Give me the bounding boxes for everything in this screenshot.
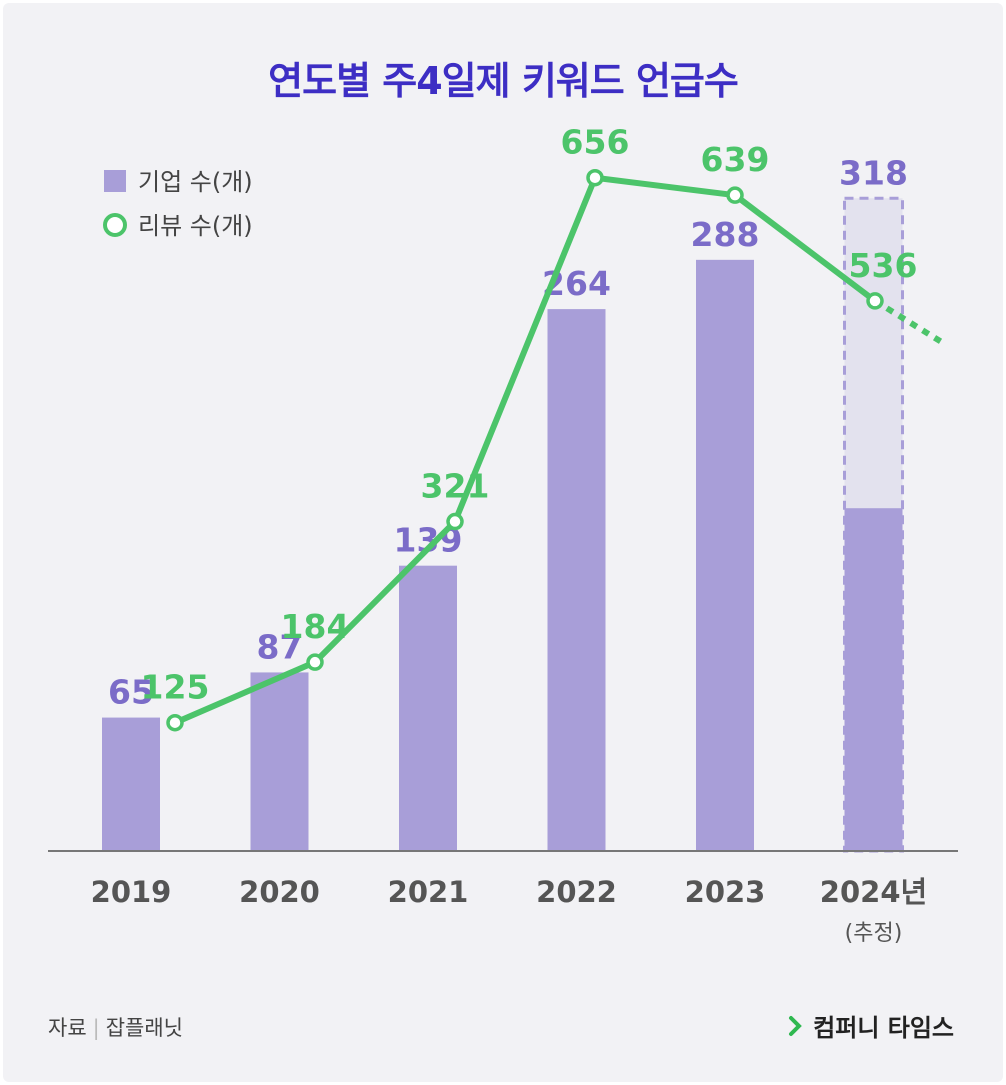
line-point-5 xyxy=(866,292,884,310)
chevron-right-icon xyxy=(789,1015,802,1036)
line-value-label-0: 125 xyxy=(141,668,210,707)
source-value: 잡플래닛 xyxy=(105,1016,183,1040)
brand-name: 컴퍼니 타임스 xyxy=(813,1014,954,1042)
line-point-3 xyxy=(586,168,604,187)
line-point-4 xyxy=(726,186,744,204)
legend-swatch-bar xyxy=(104,170,126,192)
brand-logo: 컴퍼니 타임스 xyxy=(787,1008,954,1043)
bar-1 xyxy=(250,672,309,851)
line-point-1 xyxy=(306,653,324,671)
line-value-label-1: 184 xyxy=(281,607,350,646)
bar-value-label-5: 318 xyxy=(839,153,908,192)
bar-2 xyxy=(399,565,457,851)
legend-label-bar: 기업 수(개) xyxy=(138,168,253,196)
source-separator: | xyxy=(92,1016,100,1040)
x-axis-labels: 2019 2020 2021 2022 2023 2024년 (추정) xyxy=(91,875,928,946)
line-value-label-5: 536 xyxy=(849,246,918,285)
x-tick-label-3: 2022 xyxy=(536,875,617,909)
bar-4 xyxy=(696,259,754,851)
legend-marker-line xyxy=(103,213,127,237)
chart-card xyxy=(3,3,1003,1082)
line-point-2 xyxy=(446,512,464,531)
bar-value-label-0: 65 xyxy=(108,673,154,712)
bar-3 xyxy=(547,309,606,852)
line-series: 125 184 321 656 639 536 xyxy=(141,123,945,732)
x-tick-label-5: 2024년 xyxy=(820,875,927,909)
x-tick-sublabel-5: (추정) xyxy=(845,921,903,946)
x-tick-label-1: 2020 xyxy=(239,875,320,909)
legend: 기업 수(개) 리뷰 수(개) xyxy=(103,168,253,240)
x-tick-label-4: 2023 xyxy=(685,875,766,909)
bar-0 xyxy=(102,717,160,851)
bar-value-label-1: 87 xyxy=(257,627,303,666)
x-tick-label-0: 2019 xyxy=(91,875,172,909)
line-path xyxy=(173,174,877,726)
legend-label-line: 리뷰 수(개) xyxy=(138,212,253,240)
line-value-label-4: 639 xyxy=(701,140,770,179)
chart-title: 연도별 주4일제 키워드 언급수 xyxy=(268,59,739,103)
source-note: 자료 | 잡플래닛 xyxy=(48,1012,183,1042)
bar-actual-5 xyxy=(844,508,903,851)
x-tick-label-2: 2021 xyxy=(388,875,469,909)
source-label: 자료 xyxy=(48,1016,87,1040)
line-value-label-3: 656 xyxy=(561,123,630,162)
line-point-0 xyxy=(166,713,184,732)
line-value-label-2: 321 xyxy=(421,467,490,506)
bar-value-label-4: 288 xyxy=(691,215,760,254)
